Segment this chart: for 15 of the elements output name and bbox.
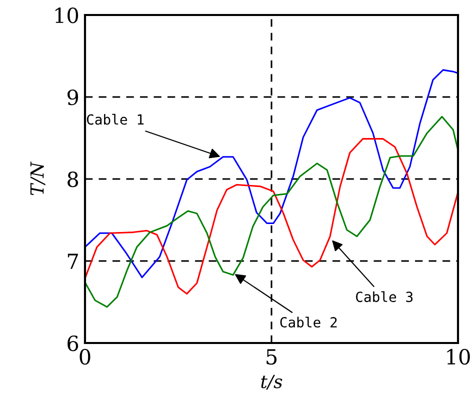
y-tick-label: 9 xyxy=(68,89,78,106)
y-axis-title: T/N xyxy=(30,162,46,196)
line-series xyxy=(85,69,458,278)
x-tick-label: 0 xyxy=(80,348,90,365)
y-tick-label: 10 xyxy=(55,7,78,24)
annotation: Cable 2 xyxy=(280,316,337,328)
x-tick-label: 5 xyxy=(266,349,277,365)
annotation: Cable 3 xyxy=(356,291,413,302)
y-tick-label: 8 xyxy=(68,171,78,188)
x-tick-label: 10 xyxy=(447,348,470,365)
y-tick-label: 6 xyxy=(68,335,78,352)
x-axis-title: t/s xyxy=(261,374,282,390)
annotation: Cable 1 xyxy=(86,114,144,125)
y-tick-label: 7 xyxy=(68,254,78,269)
line-series xyxy=(85,116,458,308)
